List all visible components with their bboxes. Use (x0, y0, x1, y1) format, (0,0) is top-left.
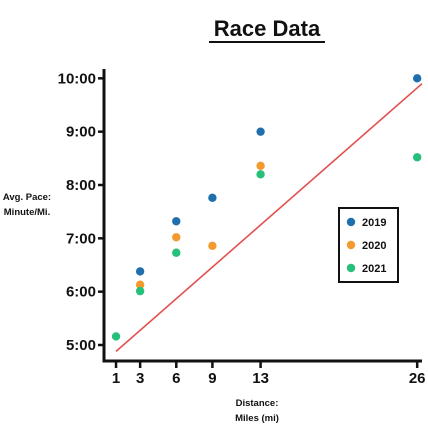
y-tick-label: 6:00 (66, 284, 96, 301)
data-point-2020 (256, 161, 265, 170)
x-tick-label: 6 (172, 370, 180, 387)
y-ticks: 10:00 9:00 8:00 7:00 6:00 5:00 (58, 70, 104, 354)
x-axis-label-line-1: Distance: (236, 398, 279, 409)
data-point-2019 (256, 127, 265, 136)
data-point-2020 (135, 280, 145, 289)
legend: 2019 2020 2021 (338, 207, 399, 283)
legend-marker-2020 (346, 240, 356, 250)
legend-label-2020: 2020 (362, 240, 386, 252)
data-point-2021 (412, 153, 422, 162)
x-axis-label: Distance: Miles (mi) (235, 398, 279, 424)
data-point-2021 (111, 332, 121, 341)
y-tick-label: 9:00 (66, 124, 96, 141)
data-point-2019 (208, 193, 217, 202)
y-tick-label: 5:00 (66, 337, 96, 354)
x-tick-label: 1 (112, 370, 120, 387)
legend-marker-2019 (346, 217, 356, 227)
y-tick-label: 10:00 (58, 70, 96, 87)
y-tick-label: 8:00 (66, 177, 96, 194)
x-tick-label: 13 (252, 370, 269, 387)
data-points (111, 74, 422, 341)
data-point-2020 (208, 241, 217, 250)
x-tick-label: 9 (208, 370, 216, 387)
data-point-2019 (135, 267, 145, 276)
x-axis-label-line-2: Miles (mi) (235, 413, 279, 424)
y-tick-label: 7:00 (66, 230, 96, 247)
legend-label-2019: 2019 (362, 217, 386, 229)
x-tick-label: 3 (136, 370, 144, 387)
trendline-group (115, 83, 423, 353)
data-point-2020 (172, 233, 181, 242)
data-point-2021 (256, 170, 265, 179)
chart-title: Race Data (214, 16, 321, 41)
data-point-2021 (172, 248, 181, 257)
y-axis-label: Avg. Pace: Minute/Mi. (3, 192, 51, 218)
data-point-2019 (172, 217, 181, 226)
y-axis-label-line-2: Minute/Mi. (4, 207, 50, 218)
y-axis-label-line-1: Avg. Pace: (3, 192, 51, 203)
legend-label-2021: 2021 (362, 263, 386, 275)
data-point-2021 (135, 286, 145, 296)
data-point-2019 (412, 74, 422, 83)
axes (102, 69, 422, 363)
x-tick-label: 26 (409, 370, 426, 387)
trendline (115, 83, 423, 353)
legend-marker-2021 (346, 263, 356, 273)
x-ticks: 1 3 6 9 13 26 (112, 361, 426, 387)
